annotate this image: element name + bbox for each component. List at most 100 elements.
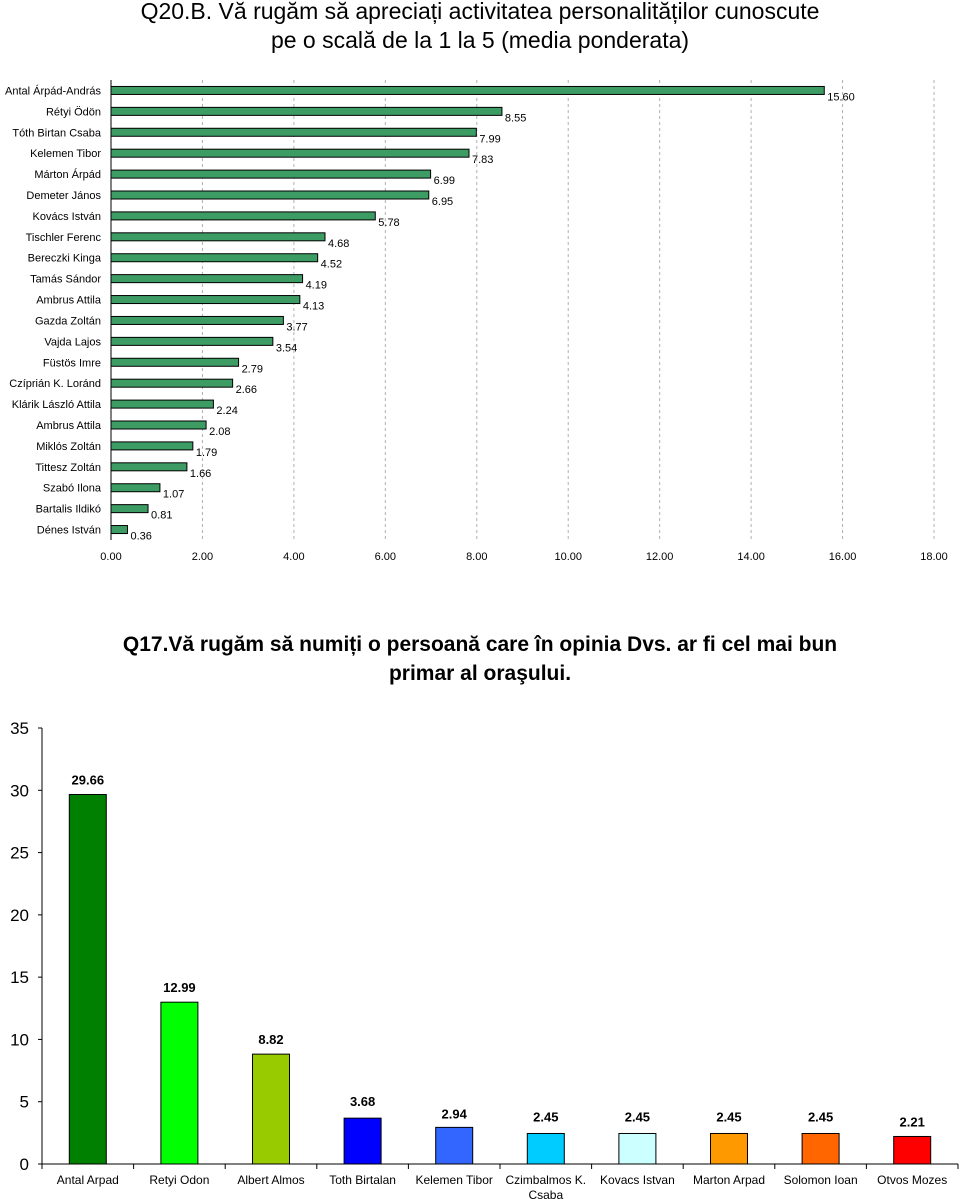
category-label: Tamás Sándor [30, 274, 101, 286]
chart2-title-line-1: Q17.Vă rugăm să numiți o persoană care î… [122, 633, 838, 656]
category-label: Tischler Ferenc [26, 232, 102, 244]
data-label: 4.19 [306, 280, 327, 292]
category-label: Márton Árpád [34, 168, 101, 181]
bar [110, 420, 207, 430]
category-label: Demeter János [26, 190, 101, 202]
category-label: Antal Árpád-András [5, 84, 101, 97]
horizontal-bar-chart: 0.00 2.00 4.00 6.00 8.00 10.00 12.00 14.00 16.00… [5, 80, 948, 563]
bar [110, 106, 503, 116]
data-label: 5.78 [378, 217, 399, 229]
data-label: 2.66 [236, 384, 257, 396]
chart1-title-line-1: Q20.B. Vă rugăm să apreciați activitatea… [140, 0, 820, 24]
y-tick-label: 10 [10, 1030, 29, 1049]
bar [110, 253, 319, 263]
bar [160, 1001, 199, 1165]
bar [110, 190, 430, 200]
bar [110, 336, 274, 346]
bar [110, 148, 470, 158]
category-label: Gazda Zoltán [35, 315, 101, 327]
category-label: Ambrus Attila [36, 295, 102, 307]
bar [110, 525, 128, 535]
category-label: Klárik László Attila [12, 399, 102, 411]
bar [110, 315, 284, 325]
data-label: 7.83 [472, 154, 493, 166]
bar [435, 1126, 474, 1165]
category-label: Kovács István [33, 211, 101, 223]
bar [110, 357, 240, 367]
x-tick-label: 16.00 [829, 551, 857, 563]
category-label: Tóth Birtan Csaba [12, 127, 102, 139]
x-tick-label: 6.00 [375, 551, 396, 563]
data-label: 1.07 [163, 489, 184, 501]
category-label: Kelemen Tibor [416, 1173, 493, 1187]
category-label: Bartalis Ildikó [36, 504, 101, 516]
chart1-title-line-2: pe o scală de la 1 la 5 (media ponderata… [270, 27, 690, 53]
data-label: 3.54 [276, 342, 297, 354]
data-label: 2.08 [209, 426, 230, 438]
data-label: 8.55 [505, 112, 526, 124]
category-label: Rétyi Ödön [46, 106, 101, 118]
category-label: Marton Arpad [693, 1173, 765, 1187]
x-tick-label: 18.00 [920, 551, 948, 563]
data-label: 0.36 [130, 531, 151, 543]
y-tick-label: 25 [10, 844, 29, 863]
bar [893, 1135, 932, 1165]
bar [110, 232, 326, 242]
data-label: 2.79 [242, 363, 263, 375]
data-label: 1.79 [196, 447, 217, 459]
category-label: Kelemen Tibor [30, 148, 101, 160]
x-tick-label: 14.00 [737, 551, 765, 563]
category-label: Dénes István [37, 525, 101, 537]
data-label: 4.13 [303, 301, 324, 313]
category-label: Miklós Zoltán [36, 441, 101, 453]
data-label: 2.45 [625, 1109, 650, 1124]
category-label: Ambrus Attila [36, 420, 102, 432]
bar [110, 274, 304, 284]
data-label: 4.68 [328, 238, 349, 250]
y-tick-label: 0 [20, 1155, 29, 1174]
category-label: Tittesz Zoltán [35, 462, 101, 474]
data-label: 7.99 [479, 133, 500, 145]
bar [343, 1117, 382, 1165]
chart2-title: Q17.Vă rugăm să numiți o persoană care î… [0, 630, 960, 688]
data-label: 6.99 [434, 175, 455, 187]
x-tick-label: 4.00 [283, 551, 304, 563]
bar [801, 1132, 840, 1165]
data-label: 3.77 [286, 321, 307, 333]
bar [110, 169, 432, 179]
data-label: 12.99 [163, 980, 196, 995]
y-tick-label: 30 [10, 781, 29, 800]
y-tick-label: 15 [10, 968, 29, 987]
bar [110, 211, 376, 221]
data-label: 0.81 [151, 510, 172, 522]
y-tick-label: 5 [20, 1093, 29, 1112]
y-tick-label: 20 [10, 906, 29, 925]
data-label: 29.66 [72, 773, 105, 788]
category-label: Solomon Ioan [784, 1173, 858, 1187]
x-tick-label: 8.00 [466, 551, 487, 563]
data-label: 3.68 [350, 1094, 375, 1109]
bar [526, 1132, 565, 1165]
bar [110, 441, 194, 451]
x-tick-label: 12.00 [646, 551, 674, 563]
chart1-title: Q20.B. Vă rugăm să apreciați activitatea… [0, 0, 960, 55]
category-label: Füstös Imre [43, 357, 101, 369]
category-label: Czimbalmos K. [505, 1173, 586, 1187]
bar [110, 127, 477, 137]
data-label: 4.52 [321, 259, 342, 271]
bar [618, 1132, 657, 1165]
data-label: 2.94 [442, 1106, 468, 1121]
bar [68, 794, 107, 1165]
chart2-title-line-2: primar al oraşului. [388, 662, 572, 685]
bar [710, 1132, 748, 1165]
category-label: Otvos Mozes [877, 1173, 947, 1187]
x-tick-label: 2.00 [192, 551, 213, 563]
data-label: 2.21 [900, 1114, 925, 1129]
category-label: Vajda Lajos [44, 336, 101, 348]
data-label: 15.60 [827, 91, 855, 103]
data-label: 8.82 [258, 1032, 283, 1047]
bar [110, 378, 234, 388]
data-label: 2.45 [533, 1109, 558, 1124]
category-label: Csaba [528, 1188, 563, 1199]
